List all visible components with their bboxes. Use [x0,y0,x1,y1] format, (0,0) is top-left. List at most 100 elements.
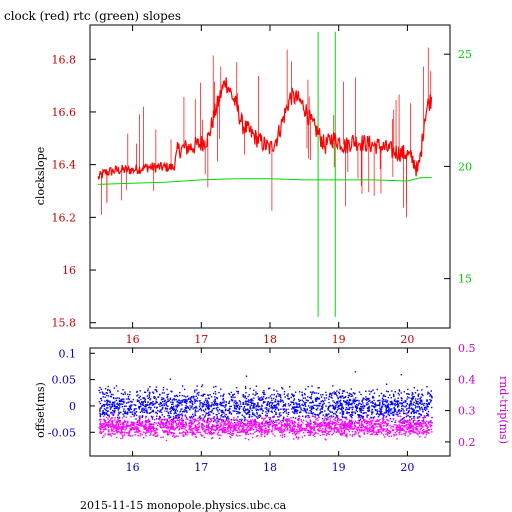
offset-point [185,407,188,409]
rnd-trip-point [403,420,405,422]
offset-point [151,416,153,419]
rnd-trip-point [204,431,206,433]
offset-point [309,396,311,399]
rnd-trip-point [271,430,273,432]
offset-point [267,411,270,413]
offset-point [174,410,177,412]
offset-point [196,399,198,402]
offset-point [181,408,183,410]
rnd-trip-point [167,425,169,427]
offset-point [356,410,358,413]
rnd-trip-point [154,435,157,437]
rnd-trip-point [286,428,288,431]
rnd-trip-point [381,422,383,425]
rnd-trip-point [415,432,417,435]
rnd-trip-point [378,430,381,432]
offset-point [417,398,419,400]
offset-point [248,399,250,401]
offset-point [316,405,318,407]
offset-point [115,406,117,408]
rnd-trip-point [372,424,374,427]
rnd-trip-point [169,431,171,434]
rnd-trip-point [130,421,133,423]
offset-point [117,403,119,406]
rnd-trip-point [237,420,240,422]
rnd-trip-point [336,427,338,429]
offset-point [391,402,393,404]
rnd-trip-point [395,427,397,429]
offset-point [329,410,331,412]
rnd-trip-point [260,429,263,432]
rnd-trip-point [308,424,310,426]
rnd-trip-point [222,420,225,423]
rnd-trip-point [336,430,338,433]
offset-point [401,408,403,410]
rnd-trip-point [345,426,347,428]
rnd-trip-point [101,426,103,429]
offset-point [167,405,169,407]
rnd-trip-point [145,429,148,431]
offset-point [256,392,258,395]
rnd-trip-point [308,416,311,419]
rnd-trip-point [216,423,219,425]
rnd-trip-point [228,424,231,426]
rnd-trip-point [338,428,340,430]
offset-point [378,395,380,397]
offset-point [228,402,230,404]
rnd-trip-point [385,433,387,435]
offset-point [248,410,251,412]
offset-point [143,407,145,409]
offset-point [397,400,400,402]
rnd-trip-point [108,424,110,426]
rnd-trip-point [250,422,252,425]
offset-point [199,404,201,406]
offset-point [141,407,143,410]
rnd-trip-point [297,426,299,428]
rnd-trip-point [265,421,267,424]
rnd-trip-point [248,424,251,427]
rnd-trip-point [236,419,238,422]
rnd-trip-point [301,427,304,429]
rnd-trip-point [375,423,377,426]
rnd-trip-point [431,431,433,433]
rnd-trip-point [124,429,126,431]
offset-point [310,391,312,393]
offset-point [422,394,424,397]
offset-point [183,395,185,397]
offset-point [378,404,381,406]
offset-point [355,397,357,399]
offset-point [245,397,248,400]
offset-point [116,403,118,405]
rnd-trip-point [236,425,238,427]
offset-point [291,401,294,403]
rnd-trip-point [365,425,367,428]
offset-point [220,415,222,417]
rnd-trip-point [148,418,150,421]
offset-point [391,408,393,410]
offset-point [275,413,278,415]
clock-rtc-slope-chart: clock (red) rtc (green) slopes 16 17 18 19 2… [4,9,472,346]
rnd-trip-point [409,427,412,429]
rnd-trip-point [255,428,257,431]
rnd-trip-point [150,433,152,435]
offset-point [234,400,236,402]
offset-point [255,408,257,410]
rnd-trip-point [418,422,420,424]
rnd-trip-point [157,421,160,424]
offset-point [213,404,215,407]
offset-point [380,413,383,415]
offset-point [330,405,332,407]
offset-point [302,397,305,399]
offset-point [282,401,284,403]
offset-point [413,415,415,418]
offset-point [255,405,258,407]
offset-point [318,398,320,400]
offset-point [135,418,137,420]
offset-point [379,413,381,416]
rnd-trip-point [170,428,172,430]
rnd-trip-point [404,421,407,423]
rnd-trip-point [104,424,106,426]
offset-point [382,404,384,406]
offset-point [317,387,319,389]
rnd-trip-point [322,422,324,424]
